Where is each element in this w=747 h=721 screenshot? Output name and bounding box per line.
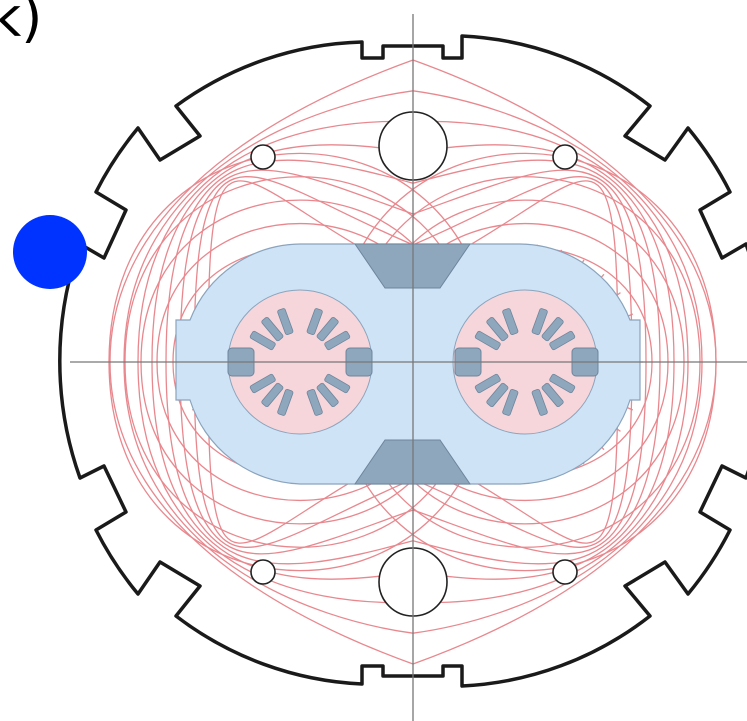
- coil-block: [531, 388, 548, 416]
- coil-block: [486, 316, 509, 342]
- coil-block: [549, 330, 576, 351]
- coil-block: [249, 373, 276, 394]
- coil-block: [549, 373, 576, 394]
- coil-block: [277, 308, 294, 336]
- top-right-bolt-hole: [552, 144, 578, 170]
- right-coil-blocks: [474, 308, 576, 416]
- coil-block: [306, 308, 323, 336]
- coil-block: [277, 388, 294, 416]
- coil-block: [541, 316, 564, 342]
- yoke-outline: [58, 34, 747, 688]
- coil-block: [474, 330, 501, 351]
- coil-block: [531, 308, 548, 336]
- coil-block: [316, 382, 339, 408]
- coil-block: [502, 308, 519, 336]
- bottom-left-bolt-hole: [250, 559, 276, 585]
- top-left-bolt-hole: [250, 144, 276, 170]
- coil-block: [324, 330, 351, 351]
- coil-block: [306, 388, 323, 416]
- coil-block: [261, 382, 284, 408]
- coil-block: [249, 330, 276, 351]
- coil-block: [502, 388, 519, 416]
- coil-block: [541, 382, 564, 408]
- coil-block: [261, 316, 284, 342]
- coil-block: [474, 373, 501, 394]
- panel-label: k): [0, 0, 43, 49]
- bottom-right-bolt-hole: [552, 559, 578, 585]
- coil-block: [324, 373, 351, 394]
- right-aperture: [452, 289, 599, 435]
- coil-block: [486, 382, 509, 408]
- coil-block: [316, 316, 339, 342]
- left-coil-blocks: [249, 308, 351, 416]
- blue-dot-marker: [13, 215, 87, 289]
